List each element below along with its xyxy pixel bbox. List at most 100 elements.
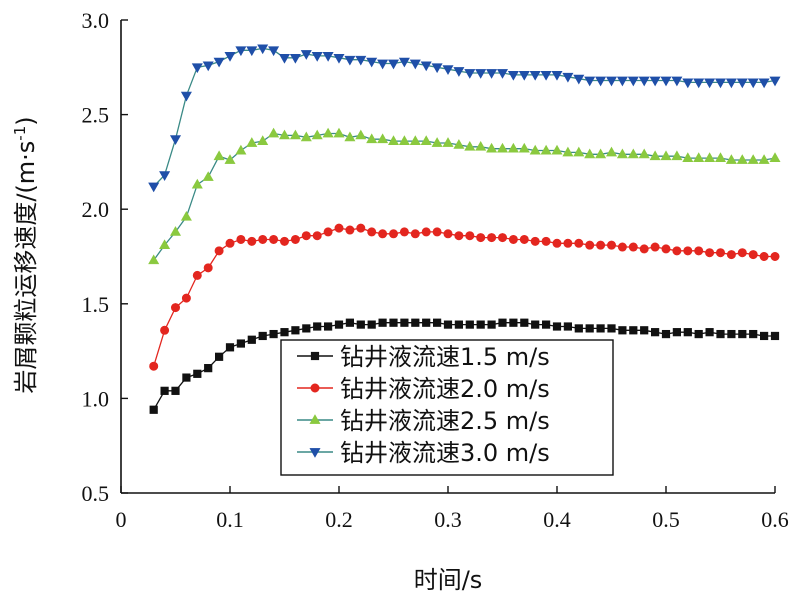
data-point [322, 127, 334, 138]
data-point [389, 318, 398, 327]
data-point [639, 244, 649, 254]
data-point [747, 154, 759, 164]
data-point [497, 233, 507, 243]
data-point [160, 386, 169, 395]
data-point [694, 246, 704, 256]
data-point [638, 76, 650, 87]
data-point [617, 242, 627, 252]
y-tick-label: 3.0 [82, 8, 110, 33]
data-point [616, 148, 628, 159]
data-point [432, 227, 442, 237]
data-point [279, 236, 289, 246]
data-point [257, 44, 269, 55]
data-point [398, 135, 410, 145]
data-point [193, 369, 202, 378]
data-point [738, 329, 747, 339]
data-point [246, 46, 258, 57]
data-point [345, 225, 355, 235]
data-point [737, 248, 747, 258]
data-point [431, 63, 443, 74]
y-tick-label: 1.0 [82, 386, 110, 411]
data-point [727, 329, 736, 339]
data-point [770, 252, 780, 262]
x-tick-label: 0.6 [761, 507, 789, 532]
data-point [213, 57, 225, 68]
data-point [323, 227, 333, 237]
data-point [618, 326, 627, 335]
data-point [693, 152, 705, 163]
data-point [268, 127, 280, 138]
data-point [507, 142, 519, 153]
data-point [235, 144, 247, 155]
data-point [334, 223, 344, 233]
data-point [355, 129, 367, 140]
data-point [180, 91, 192, 102]
data-point [246, 137, 258, 147]
data-point [323, 322, 333, 331]
data-point [291, 326, 300, 335]
data-point [574, 324, 583, 333]
x-tick-label: 0.4 [543, 507, 571, 532]
data-point [749, 329, 758, 339]
data-point [149, 405, 158, 414]
data-point [278, 53, 291, 64]
data-point [693, 78, 705, 89]
data-point [640, 326, 649, 335]
data-point [301, 231, 311, 241]
y-axis-title-main: 岩屑颗粒运移速度/(m·s [12, 141, 40, 394]
data-point [258, 234, 268, 244]
data-point [627, 148, 639, 159]
data-point [725, 154, 737, 164]
data-point [758, 78, 770, 89]
data-point [410, 229, 420, 239]
data-point [398, 57, 410, 68]
data-point [563, 322, 572, 331]
y-tick-label: 0.5 [82, 481, 110, 506]
data-point [171, 303, 181, 313]
data-point [531, 320, 540, 329]
data-point [169, 135, 182, 146]
data-point [672, 246, 682, 256]
data-point [736, 154, 748, 164]
data-point [759, 252, 769, 262]
data-point [388, 229, 398, 239]
data-point [311, 129, 323, 140]
data-point [661, 329, 671, 339]
data-point [650, 328, 660, 337]
legend-label: 钻井液流速2.0 m/s [340, 375, 550, 403]
data-point [356, 223, 366, 233]
data-point [300, 131, 312, 142]
data-point [518, 142, 530, 153]
data-point [605, 76, 618, 87]
data-point [629, 326, 638, 335]
data-point [661, 244, 671, 254]
data-point [769, 76, 781, 87]
data-point [509, 318, 518, 327]
y-tick-label: 2.5 [82, 103, 110, 128]
data-point [269, 329, 278, 339]
data-point [160, 325, 170, 335]
data-point [442, 65, 454, 75]
data-point [387, 59, 400, 70]
series-line [153, 322, 775, 411]
series-4 [148, 44, 781, 193]
y-axis-title: 岩屑颗粒运移速度/(m·s-1) [11, 116, 40, 393]
data-point [759, 331, 769, 341]
data-point [475, 69, 487, 79]
data-point [540, 144, 552, 155]
y-tick-label: 2.0 [82, 197, 110, 222]
data-point [530, 236, 540, 246]
data-point [563, 238, 573, 248]
data-point [411, 318, 420, 327]
data-point [181, 293, 191, 303]
data-point [148, 182, 160, 193]
data-point [487, 320, 496, 329]
data-point [682, 152, 694, 163]
data-point [345, 318, 355, 327]
data-point [289, 129, 301, 140]
data-point [214, 246, 224, 256]
data-point [420, 135, 432, 145]
data-point [715, 248, 725, 258]
data-point [607, 324, 616, 333]
data-point [225, 238, 235, 248]
